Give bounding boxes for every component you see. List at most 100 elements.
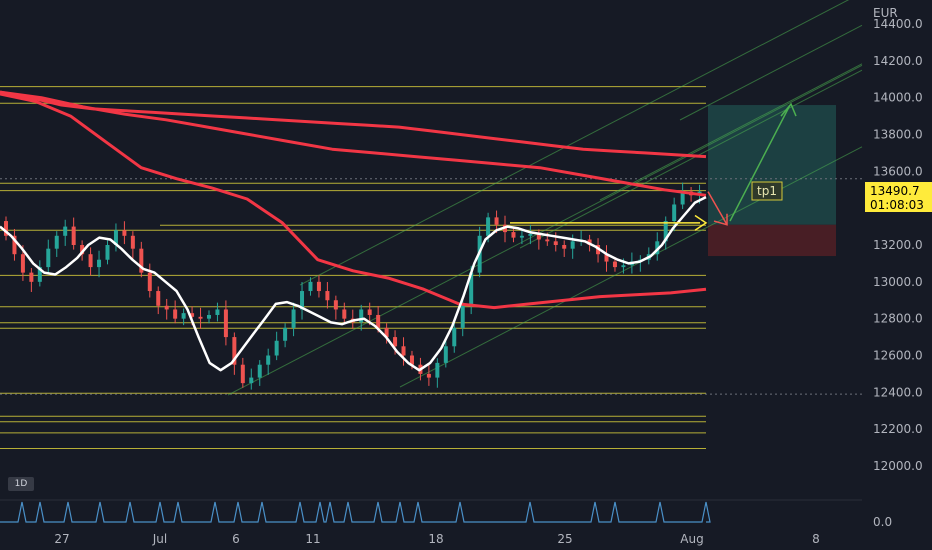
candle-body[interactable] xyxy=(562,245,567,249)
candle-body[interactable] xyxy=(621,265,626,268)
candle-body[interactable] xyxy=(376,314,381,328)
stop-arrow[interactable] xyxy=(707,191,728,226)
current-price-tag[interactable] xyxy=(865,182,932,212)
candle-body[interactable] xyxy=(12,235,17,255)
channel-line[interactable] xyxy=(227,64,863,396)
candle-body[interactable] xyxy=(672,204,677,222)
candle-body[interactable] xyxy=(443,346,448,363)
candle-body[interactable] xyxy=(511,232,516,238)
candle-body[interactable] xyxy=(46,248,51,268)
candle-body[interactable] xyxy=(409,355,414,365)
candle-body[interactable] xyxy=(333,300,338,310)
time-tick-label: 8 xyxy=(812,532,820,546)
channel-line[interactable] xyxy=(599,63,863,201)
candle-body[interactable] xyxy=(274,340,279,356)
candle-body[interactable] xyxy=(223,309,228,338)
candle-body[interactable] xyxy=(460,303,465,328)
ma-red-upper[interactable] xyxy=(0,90,707,159)
interval-badge[interactable]: 1D xyxy=(8,477,34,491)
candle-body[interactable] xyxy=(71,226,76,245)
candle-body[interactable] xyxy=(156,291,161,306)
candle-body[interactable] xyxy=(426,373,431,378)
candle-body[interactable] xyxy=(63,226,68,236)
candle-body[interactable] xyxy=(553,241,558,245)
candle-body[interactable] xyxy=(536,233,541,240)
time-tick-label: Jul xyxy=(152,532,167,546)
arrow-head xyxy=(694,214,708,231)
candle-body[interactable] xyxy=(401,346,406,356)
candle-body[interactable] xyxy=(283,327,288,341)
moving-averages xyxy=(0,90,707,372)
candle-body[interactable] xyxy=(215,309,220,315)
time-tick-label: 27 xyxy=(54,532,69,546)
price-tick-label: 14000.0 xyxy=(873,91,923,105)
candle-body[interactable] xyxy=(257,364,262,378)
candle-body[interactable] xyxy=(164,305,169,310)
candle-body[interactable] xyxy=(528,233,533,236)
candle-body[interactable] xyxy=(494,217,499,225)
candle-body[interactable] xyxy=(206,314,211,319)
candle-body[interactable] xyxy=(393,337,398,347)
stop-zone[interactable] xyxy=(708,224,836,257)
ma-red-middle[interactable] xyxy=(0,90,707,197)
candle-body[interactable] xyxy=(604,254,609,262)
candle-body[interactable] xyxy=(37,267,42,282)
candle-body[interactable] xyxy=(139,248,144,273)
candle-body[interactable] xyxy=(587,239,592,245)
candle-body[interactable] xyxy=(300,291,305,310)
candle-body[interactable] xyxy=(147,272,152,292)
candle-body[interactable] xyxy=(181,313,186,319)
candle-body[interactable] xyxy=(291,309,296,328)
candle-body[interactable] xyxy=(325,291,330,301)
channel-line[interactable] xyxy=(519,69,863,249)
candle-body[interactable] xyxy=(249,377,254,384)
candle-body[interactable] xyxy=(80,245,85,255)
candle-body[interactable] xyxy=(88,254,93,268)
tp1-label: tp1 xyxy=(757,184,777,198)
candle-body[interactable] xyxy=(655,241,660,255)
candle-body[interactable] xyxy=(105,245,110,260)
candle-body[interactable] xyxy=(570,241,575,249)
candle-body[interactable] xyxy=(359,309,364,323)
channel-line[interactable] xyxy=(299,0,862,286)
candle-body[interactable] xyxy=(545,239,550,242)
ma-red-lower[interactable] xyxy=(0,92,707,310)
candle-body[interactable] xyxy=(173,309,178,319)
candle-body[interactable] xyxy=(663,221,668,242)
target-zone[interactable] xyxy=(708,105,836,225)
candle-body[interactable] xyxy=(266,355,271,365)
candle-body[interactable] xyxy=(190,313,195,317)
candle-body[interactable] xyxy=(519,235,524,238)
candle-body[interactable] xyxy=(680,191,685,205)
candle-body[interactable] xyxy=(232,337,237,365)
target-arrow[interactable] xyxy=(729,104,791,222)
candle-body[interactable] xyxy=(452,327,457,347)
candle-body[interactable] xyxy=(367,309,372,315)
tp1-box[interactable] xyxy=(751,181,783,201)
candle-body[interactable] xyxy=(97,259,102,268)
candle-body[interactable] xyxy=(469,272,474,304)
candle-body[interactable] xyxy=(316,281,321,292)
candle-body[interactable] xyxy=(29,272,34,282)
ma-white[interactable] xyxy=(0,195,707,372)
time-tick-label: 11 xyxy=(305,532,320,546)
candle-body[interactable] xyxy=(240,364,245,384)
candle-body[interactable] xyxy=(20,254,25,273)
candle-body[interactable] xyxy=(308,281,313,292)
candle-body[interactable] xyxy=(130,235,135,249)
candle-body[interactable] xyxy=(4,221,8,236)
candle-body[interactable] xyxy=(612,261,617,268)
candle-body[interactable] xyxy=(198,316,203,319)
candle-body[interactable] xyxy=(342,309,347,319)
channel-line[interactable] xyxy=(679,24,863,121)
channel-line[interactable] xyxy=(399,146,863,388)
candle-body[interactable] xyxy=(54,235,59,249)
candle-body[interactable] xyxy=(113,230,118,245)
candle-body[interactable] xyxy=(435,362,440,378)
candle-body[interactable] xyxy=(122,230,127,236)
candle-body[interactable] xyxy=(486,217,491,236)
indicator-line[interactable] xyxy=(0,501,711,523)
candle-body[interactable] xyxy=(384,327,389,338)
indicator-zero-label: 0.0 xyxy=(873,515,892,529)
